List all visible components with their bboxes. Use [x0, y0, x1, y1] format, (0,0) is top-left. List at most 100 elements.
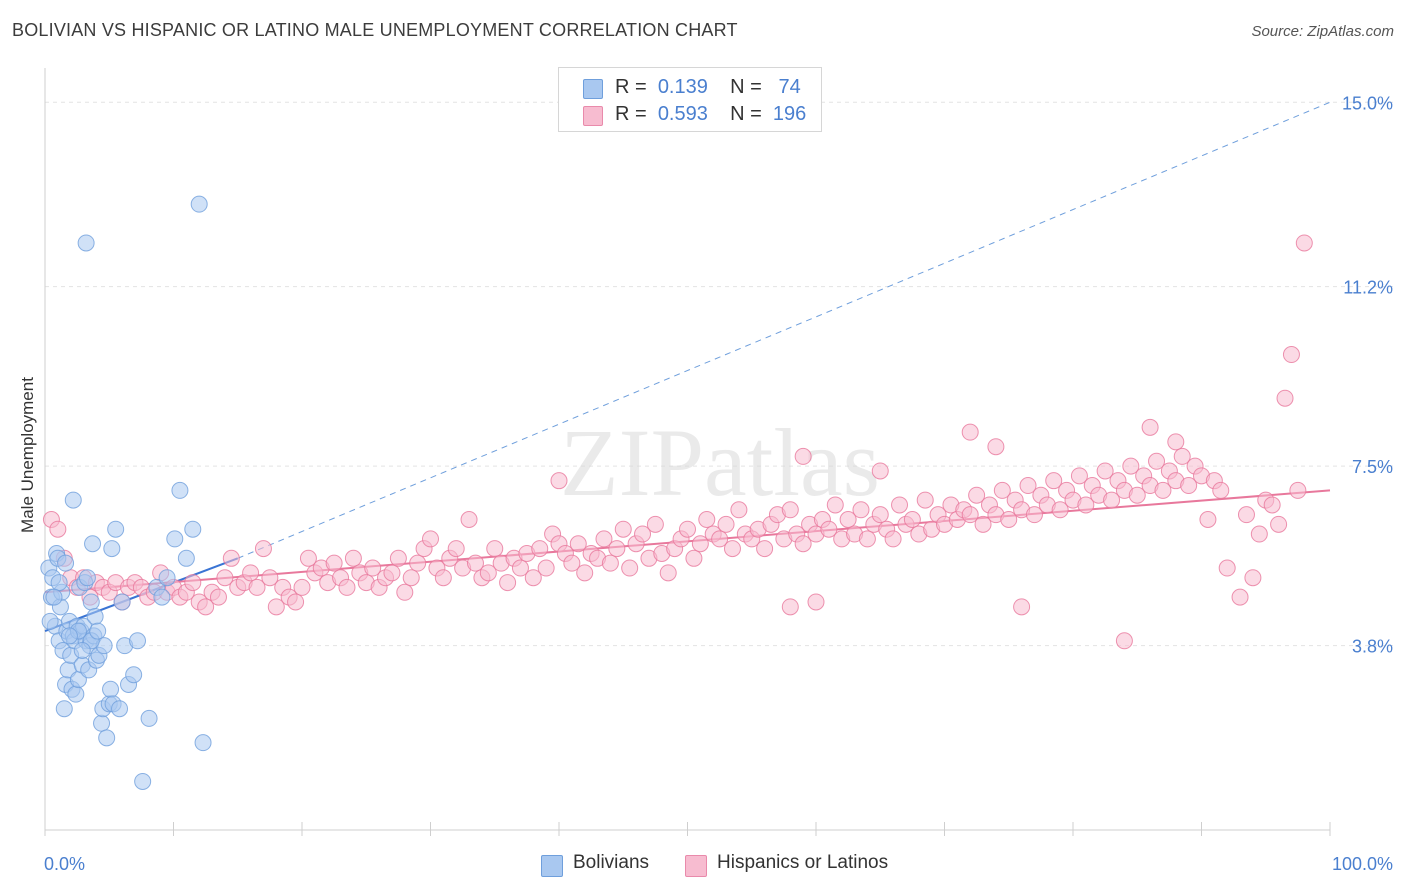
hispanic-point — [1199, 510, 1217, 528]
bolivian-point — [103, 540, 121, 558]
bolivian-point — [93, 714, 111, 732]
hispanic-point — [961, 423, 979, 441]
hispanic-point — [1103, 491, 1121, 509]
hispanic-point — [608, 540, 626, 558]
hispanic-point — [820, 520, 838, 538]
hispanic-point — [1070, 467, 1088, 485]
hispanic-point — [1141, 418, 1159, 436]
r-value-bolivians: 0.139 — [657, 76, 708, 98]
hispanic-point — [1231, 588, 1249, 606]
chart-title: BOLIVIAN VS HISPANIC OR LATINO MALE UNEM… — [12, 20, 738, 40]
hispanic-point — [254, 540, 272, 558]
y-tick-label: 15.0% — [1342, 93, 1393, 113]
hispanic-point — [1270, 515, 1288, 533]
bolivian-point — [129, 632, 147, 650]
hispanic-point — [1013, 598, 1031, 616]
hispanic-point — [839, 510, 857, 528]
hispanic-point — [184, 574, 202, 592]
x-tick-label: 100.0% — [1332, 854, 1393, 874]
r-value-hispanics: 0.593 — [657, 103, 708, 125]
hispanic-point — [1244, 569, 1262, 587]
hispanic-point — [794, 447, 812, 465]
hispanic-point — [524, 569, 542, 587]
n-value-bolivians: 74 — [778, 76, 801, 98]
hispanic-point — [871, 506, 889, 524]
bolivian-point — [77, 234, 95, 252]
hispanic-point — [563, 554, 581, 572]
hispanic-point — [1173, 447, 1191, 465]
bolivian-point — [78, 569, 96, 587]
hispanic-point — [261, 569, 279, 587]
hispanic-point — [293, 578, 311, 596]
hispanic-point — [826, 496, 844, 514]
bolivian-point — [153, 588, 171, 606]
r-label: R = — [615, 76, 647, 98]
hispanic-point — [402, 569, 420, 587]
x-tick-labels: 0.0% 100.0% — [44, 854, 1393, 874]
hispanic-point — [383, 564, 401, 582]
hispanic-point — [595, 530, 613, 548]
bolivian-point — [102, 680, 120, 698]
hispanic-point — [1295, 234, 1313, 252]
hispanic-point — [1096, 462, 1114, 480]
hispanic-point — [974, 515, 992, 533]
hispanic-point — [614, 520, 632, 538]
bottom-legend-label: Bolivians — [573, 852, 650, 873]
hispanic-point — [396, 583, 414, 601]
bolivian-point — [140, 709, 158, 727]
bolivian-point — [57, 554, 75, 572]
bolivian-point — [67, 685, 85, 703]
bolivian-point — [55, 700, 73, 718]
hispanic-point — [646, 515, 664, 533]
axes — [44, 68, 1331, 836]
hispanic-point — [1128, 486, 1146, 504]
hispanic-point — [781, 598, 799, 616]
hispanic-point — [466, 554, 484, 572]
hispanic-point — [698, 510, 716, 528]
hispanic-point — [717, 515, 735, 533]
bolivian-point — [89, 622, 107, 640]
hispanic-point — [1019, 477, 1037, 495]
hispanic-point — [338, 578, 356, 596]
hispanic-point — [723, 540, 741, 558]
legend-swatch-hispanics — [583, 106, 603, 126]
bolivian-point — [158, 569, 176, 587]
y-tick-label: 7.5% — [1352, 457, 1393, 477]
hispanic-point — [460, 510, 478, 528]
hispanic-point — [531, 540, 549, 558]
hispanic-point — [569, 535, 587, 553]
hispanic-point — [659, 564, 677, 582]
hispanic-point — [299, 549, 317, 567]
bolivian-point — [82, 593, 100, 611]
hispanic-point — [1276, 389, 1294, 407]
watermark: ZIPatlas — [560, 409, 880, 516]
hispanic-point — [344, 549, 362, 567]
hispanic-point — [1148, 452, 1166, 470]
hispanic-point — [679, 520, 696, 538]
bolivian-point — [134, 772, 152, 790]
legend-swatch-bolivians — [583, 79, 603, 99]
y-tick-label: 11.2% — [1343, 278, 1393, 298]
hispanic-point — [1167, 433, 1185, 451]
hispanic-point — [1122, 457, 1140, 475]
hispanic-point — [903, 510, 921, 528]
hispanic-point — [550, 472, 568, 490]
source-label: Source: ZipAtlas.com — [1251, 23, 1394, 40]
hispanic-point — [222, 549, 240, 567]
trend-lines — [44, 101, 1331, 633]
hispanic-point — [209, 588, 227, 606]
hispanic-point — [434, 569, 452, 587]
bolivian-point — [113, 593, 131, 611]
hispanic-point — [1212, 481, 1230, 499]
hispanic-point — [216, 569, 234, 587]
x-tick-label: 0.0% — [44, 854, 85, 874]
hispanic-point — [267, 598, 285, 616]
hispanic-point — [325, 554, 343, 572]
hispanic-point — [1289, 481, 1307, 499]
hispanic-point — [479, 564, 497, 582]
y-tick-labels: 3.8% 7.5% 11.2% 15.0% — [1342, 93, 1393, 656]
hispanic-point — [621, 559, 639, 577]
bolivian-point — [111, 700, 129, 718]
bottom-swatch-hispanics — [685, 855, 707, 877]
